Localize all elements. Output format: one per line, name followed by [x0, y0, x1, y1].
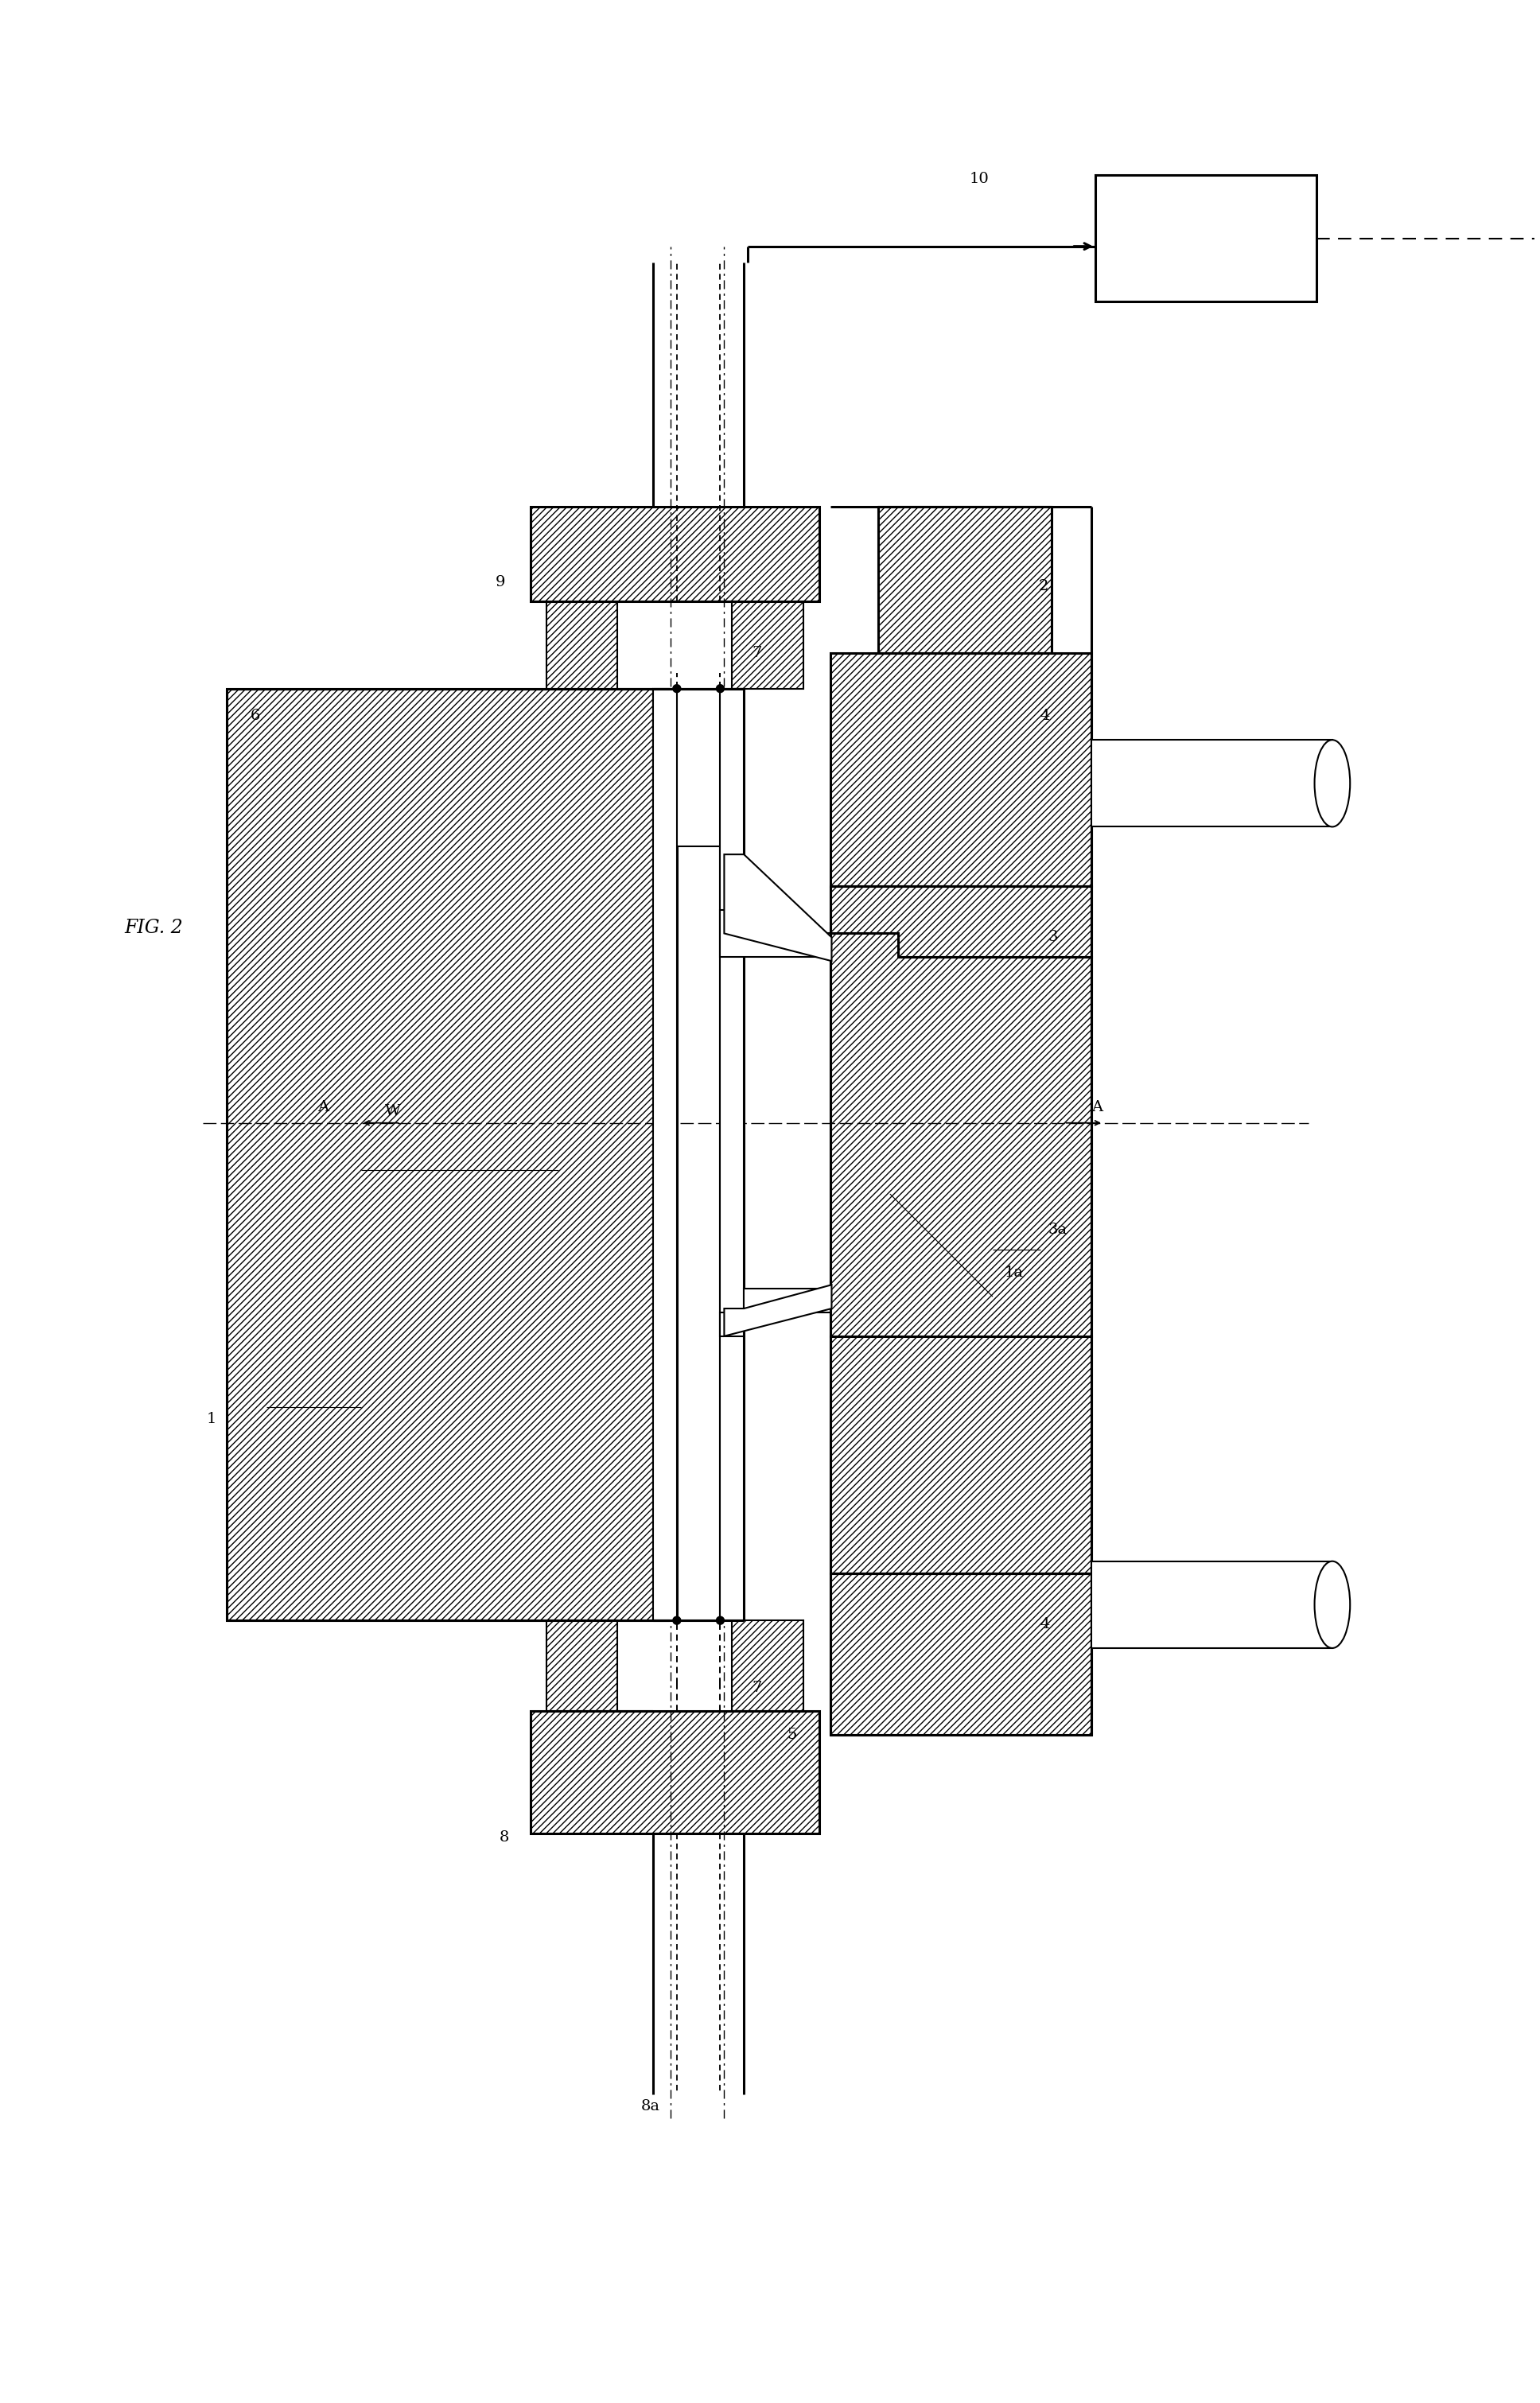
Polygon shape — [830, 1336, 1092, 1574]
Polygon shape — [531, 1711, 819, 1833]
Polygon shape — [531, 507, 819, 601]
Polygon shape — [731, 1620, 804, 1711]
Polygon shape — [731, 601, 804, 690]
Text: 10: 10 — [969, 173, 989, 187]
Text: W: W — [385, 1103, 400, 1117]
Polygon shape — [547, 601, 618, 690]
Polygon shape — [721, 690, 744, 1620]
Polygon shape — [1092, 740, 1332, 827]
Polygon shape — [830, 654, 1092, 887]
Text: 7: 7 — [752, 646, 762, 661]
Bar — [1095, 175, 1317, 303]
Text: 8: 8 — [499, 1831, 508, 1846]
Text: 8a: 8a — [641, 2098, 661, 2112]
Text: 1a: 1a — [1004, 1266, 1024, 1281]
Text: 1: 1 — [206, 1413, 217, 1427]
Text: 6: 6 — [251, 709, 260, 723]
Polygon shape — [724, 855, 832, 961]
Circle shape — [673, 1617, 681, 1624]
Circle shape — [673, 685, 681, 692]
Polygon shape — [1092, 1562, 1332, 1648]
Circle shape — [716, 1617, 724, 1624]
Polygon shape — [724, 1286, 832, 1336]
Text: 4: 4 — [1040, 1617, 1050, 1632]
Text: 5: 5 — [787, 1728, 798, 1742]
Text: A: A — [317, 1101, 328, 1115]
Polygon shape — [878, 507, 1052, 654]
Polygon shape — [547, 1620, 618, 1711]
Polygon shape — [653, 690, 676, 1620]
Text: A: A — [1092, 1101, 1103, 1115]
Polygon shape — [830, 887, 1092, 956]
Text: 9: 9 — [496, 574, 505, 589]
Polygon shape — [721, 1288, 830, 1336]
Ellipse shape — [1315, 1562, 1351, 1648]
Text: 7: 7 — [752, 1680, 762, 1694]
Polygon shape — [226, 690, 668, 1620]
Circle shape — [716, 685, 724, 692]
Polygon shape — [830, 932, 1092, 1336]
Polygon shape — [721, 911, 830, 956]
Polygon shape — [653, 690, 744, 846]
Ellipse shape — [1315, 740, 1351, 827]
Text: 3: 3 — [1049, 930, 1058, 944]
Text: 3a: 3a — [1049, 1223, 1067, 1238]
Polygon shape — [830, 1574, 1092, 1735]
Text: 4: 4 — [1040, 709, 1050, 723]
Polygon shape — [676, 690, 721, 1620]
Text: FIG. 2: FIG. 2 — [125, 918, 183, 937]
Text: 2: 2 — [1038, 579, 1049, 594]
